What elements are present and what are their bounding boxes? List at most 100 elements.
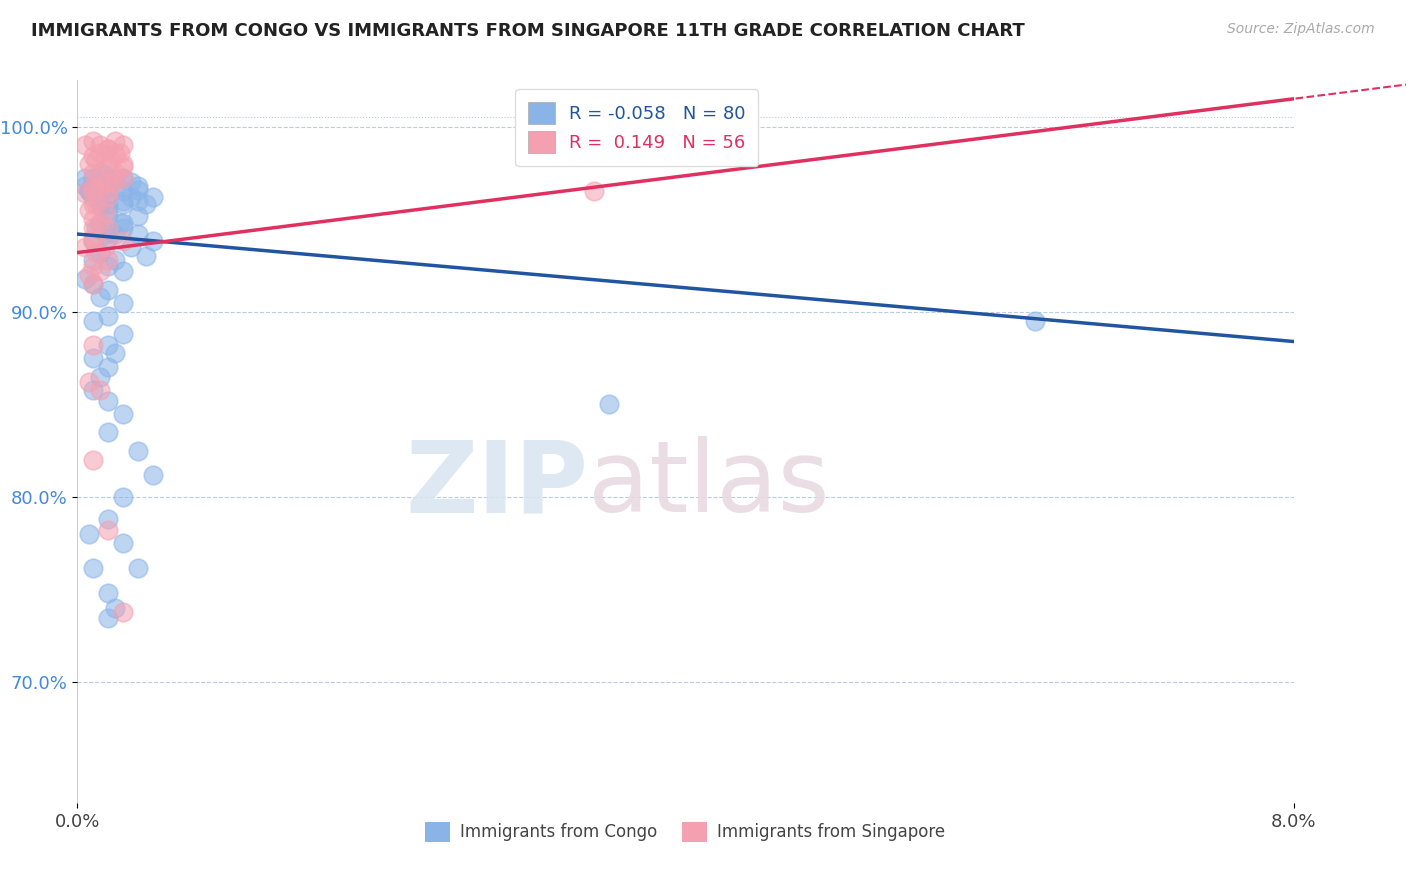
Point — [142, 190, 165, 204]
Point — [89, 138, 111, 153]
Point — [104, 135, 127, 149]
Point — [82, 231, 104, 245]
Point — [82, 235, 104, 249]
Point — [79, 527, 101, 541]
Point — [82, 178, 104, 193]
Point — [89, 245, 111, 260]
Point — [111, 161, 134, 175]
Point — [97, 161, 120, 175]
Point — [82, 178, 104, 193]
Point — [82, 351, 104, 366]
Point — [97, 221, 120, 235]
Point — [89, 383, 111, 397]
Point — [97, 309, 120, 323]
Point — [142, 467, 165, 482]
Point — [120, 190, 142, 204]
Point — [97, 175, 120, 189]
Point — [111, 171, 134, 186]
Point — [89, 145, 111, 160]
Point — [104, 175, 127, 189]
Point — [82, 212, 104, 227]
Point — [82, 190, 104, 204]
Point — [89, 369, 111, 384]
Point — [73, 171, 96, 186]
Text: atlas: atlas — [588, 436, 830, 533]
Point — [89, 194, 111, 208]
Point — [104, 178, 127, 193]
Point — [135, 197, 157, 211]
Point — [97, 180, 120, 194]
Point — [111, 197, 134, 211]
Point — [89, 197, 111, 211]
Point — [93, 168, 115, 182]
Point — [111, 327, 134, 342]
Point — [97, 142, 120, 156]
Point — [79, 268, 101, 282]
Text: ZIP: ZIP — [405, 436, 588, 533]
Point — [127, 227, 149, 241]
Point — [127, 209, 149, 223]
Point — [82, 197, 104, 211]
Point — [79, 185, 101, 199]
Text: Source: ZipAtlas.com: Source: ZipAtlas.com — [1227, 22, 1375, 37]
Point — [89, 290, 111, 304]
Point — [82, 259, 104, 273]
Point — [73, 271, 96, 285]
Point — [111, 407, 134, 421]
Point — [127, 194, 149, 208]
Point — [97, 190, 120, 204]
Point — [79, 376, 101, 390]
Point — [127, 178, 149, 193]
Point — [93, 240, 115, 254]
Point — [104, 166, 127, 180]
Point — [135, 249, 157, 263]
Legend: Immigrants from Congo, Immigrants from Singapore: Immigrants from Congo, Immigrants from S… — [419, 815, 952, 848]
Point — [82, 277, 104, 291]
Point — [111, 490, 134, 504]
Point — [97, 512, 120, 526]
Point — [82, 166, 104, 180]
Point — [89, 178, 111, 193]
Point — [108, 145, 131, 160]
Point — [111, 156, 134, 170]
Point — [120, 175, 142, 189]
Point — [82, 314, 104, 328]
Point — [97, 188, 120, 202]
Point — [97, 185, 120, 199]
Point — [73, 138, 96, 153]
Point — [84, 178, 107, 193]
Point — [93, 227, 115, 241]
Point — [89, 171, 111, 186]
Point — [111, 605, 134, 619]
Point — [97, 209, 120, 223]
Point — [82, 183, 104, 197]
Point — [104, 252, 127, 267]
Point — [82, 221, 104, 235]
Point — [127, 183, 149, 197]
Point — [583, 185, 606, 199]
Point — [97, 586, 120, 600]
Point — [111, 194, 134, 208]
Point — [120, 240, 142, 254]
Point — [97, 338, 120, 352]
Point — [82, 135, 104, 149]
Point — [84, 221, 107, 235]
Point — [82, 149, 104, 163]
Point — [82, 171, 104, 186]
Point — [82, 252, 104, 267]
Point — [108, 216, 131, 230]
Point — [97, 231, 120, 245]
Point — [127, 443, 149, 458]
Point — [111, 216, 134, 230]
Point — [127, 560, 149, 574]
Point — [1024, 314, 1046, 328]
Point — [111, 295, 134, 310]
Point — [97, 283, 120, 297]
Point — [84, 197, 107, 211]
Point — [111, 185, 134, 199]
Point — [97, 360, 120, 375]
Point — [89, 264, 111, 278]
Point — [100, 153, 122, 167]
Point — [142, 235, 165, 249]
Point — [97, 202, 120, 217]
